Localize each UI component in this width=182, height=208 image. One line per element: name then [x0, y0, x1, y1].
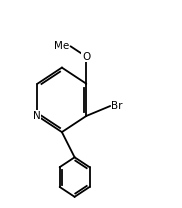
Text: Me: Me [0, 207, 1, 208]
Text: Me: Me [54, 41, 69, 51]
Text: Br: Br [111, 101, 123, 111]
Text: O: O [82, 52, 90, 62]
Text: N: N [33, 111, 40, 121]
